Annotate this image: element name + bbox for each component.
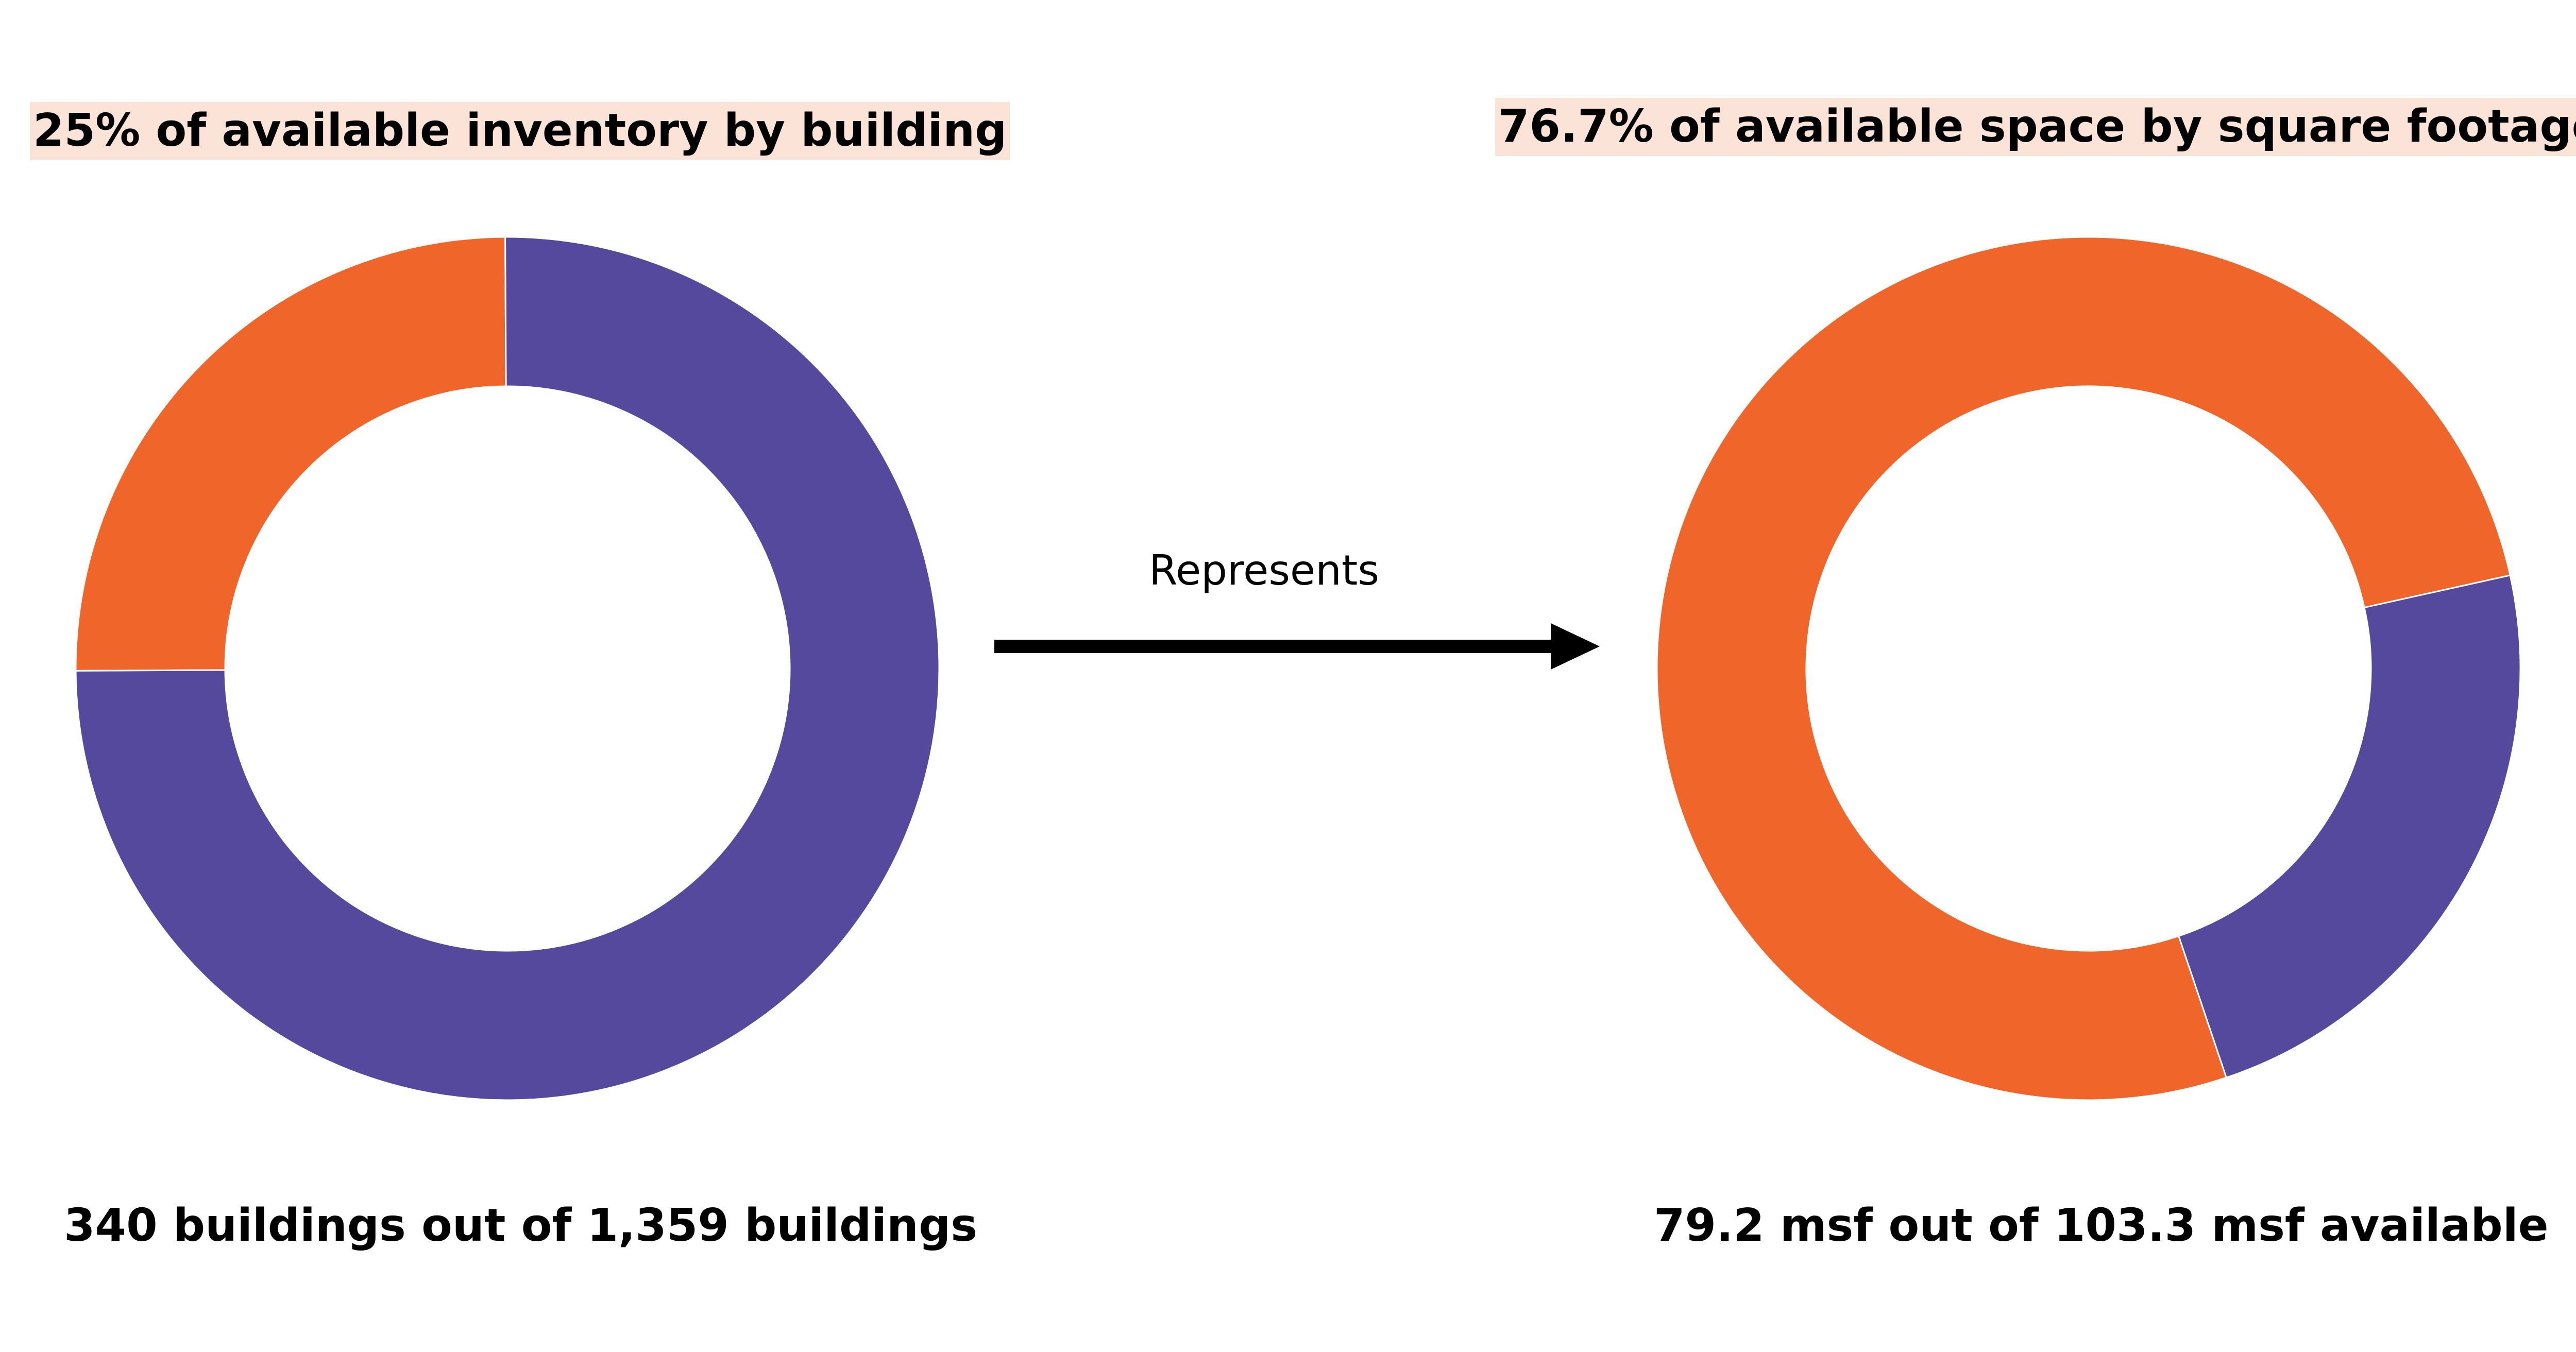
represents-label: Represents	[1149, 546, 1379, 594]
chart-title-inventory-by-building: 25% of available inventory by building	[30, 102, 1010, 160]
donut-slice-0	[75, 236, 507, 672]
caption-buildings-count: 340 buildings out of 1,359 buildings	[64, 1199, 978, 1252]
chart-title-space-by-square-footage: 76.7% of available space by square foota…	[1495, 98, 2576, 156]
represents-arrow-icon	[994, 623, 1600, 670]
arrow-head	[1551, 623, 1600, 670]
donut-slice-0	[1656, 236, 2511, 1101]
donut-slice-1	[75, 236, 940, 1101]
caption-square-footage: 79.2 msf out of 103.3 msf available	[1654, 1199, 2549, 1252]
donut-slice-1	[2177, 574, 2521, 1079]
donut-chart-square-footage	[1656, 236, 2521, 1101]
donut-chart-buildings	[75, 236, 940, 1101]
